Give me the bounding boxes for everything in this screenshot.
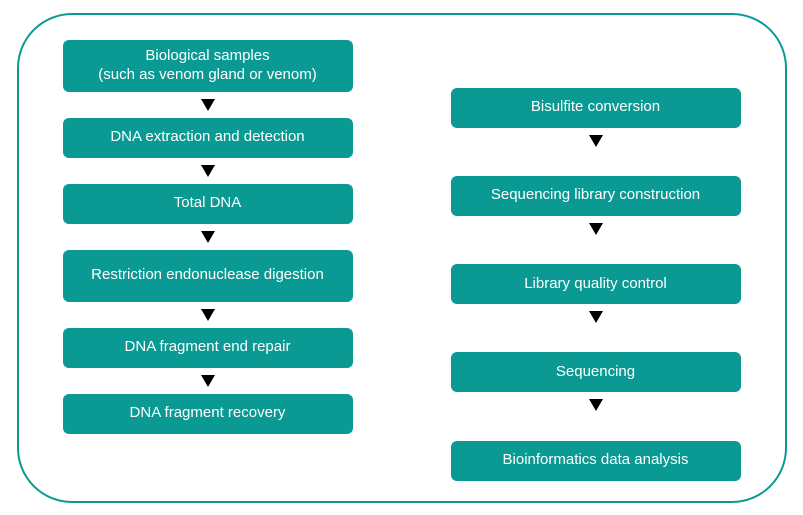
step-label: DNA extraction and detection — [110, 128, 304, 147]
step-label: Library quality control — [524, 275, 667, 294]
step-samples: Biological samples(such as venom gland o… — [63, 40, 353, 92]
arrow-down-icon — [589, 223, 603, 235]
columns-wrapper: Biological samples(such as venom gland o… — [19, 15, 785, 501]
step-digestion: Restriction endonuclease digestion — [63, 250, 353, 302]
step-label: Sequencing library construction — [491, 186, 700, 205]
arrow-down-icon — [589, 135, 603, 147]
step-library-construction: Sequencing library construction — [451, 176, 741, 216]
step-total-dna: Total DNA — [63, 184, 353, 224]
step-end-repair: DNA fragment end repair — [63, 328, 353, 368]
step-label: Bisulfite conversion — [531, 98, 660, 117]
step-label: Sequencing — [556, 363, 635, 382]
arrow-down-icon — [201, 309, 215, 321]
step-label: Biological samples(such as venom gland o… — [98, 47, 316, 85]
arrow-down-icon — [589, 311, 603, 323]
step-bioinformatics: Bioinformatics data analysis — [451, 441, 741, 481]
step-label: Restriction endonuclease digestion — [91, 266, 324, 285]
step-label: DNA fragment end repair — [125, 338, 291, 357]
step-dna-extraction: DNA extraction and detection — [63, 118, 353, 158]
step-library-qc: Library quality control — [451, 264, 741, 304]
arrow-down-icon — [201, 375, 215, 387]
left-column: Biological samples(such as venom gland o… — [49, 40, 367, 481]
step-label: Bioinformatics data analysis — [503, 451, 689, 470]
diagram-frame: Biological samples(such as venom gland o… — [17, 13, 787, 503]
step-bisulfite: Bisulfite conversion — [451, 88, 741, 128]
step-label: DNA fragment recovery — [130, 404, 286, 423]
arrow-down-icon — [589, 399, 603, 411]
arrow-down-icon — [201, 99, 215, 111]
step-label: Total DNA — [174, 194, 242, 213]
arrow-down-icon — [201, 231, 215, 243]
step-sequencing: Sequencing — [451, 352, 741, 392]
arrow-down-icon — [201, 165, 215, 177]
right-column: Bisulfite conversion Sequencing library … — [437, 40, 755, 481]
step-recovery: DNA fragment recovery — [63, 394, 353, 434]
